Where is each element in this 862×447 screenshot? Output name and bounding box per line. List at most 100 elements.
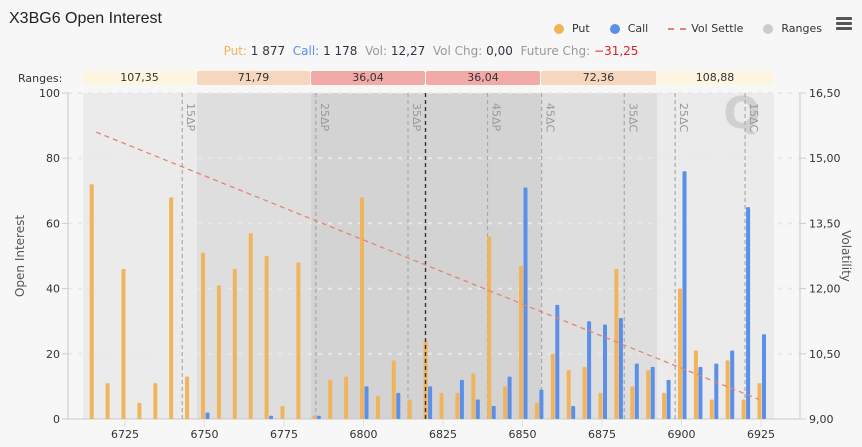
call-bar: [507, 376, 512, 419]
put-bar: [153, 383, 158, 419]
call-bar: [650, 366, 655, 419]
x-tick-label: 6800: [350, 428, 378, 441]
y-tick-label: 60: [46, 217, 60, 230]
delta-marker-label: 35ΔP: [410, 103, 423, 132]
x-tick-label: 6775: [270, 428, 298, 441]
call-bar: [475, 399, 480, 419]
x-tick-label: 6850: [509, 428, 537, 441]
call-bar: [618, 317, 623, 419]
put-bar: [312, 415, 317, 419]
put-bar: [375, 396, 380, 419]
call-bar: [428, 386, 433, 419]
y-tick-label: 0: [53, 413, 60, 426]
legend-item-call[interactable]: Call: [609, 22, 648, 35]
legend-item-vol-settle[interactable]: Vol Settle: [668, 22, 743, 35]
put-bar: [248, 233, 253, 419]
put-bar: [121, 269, 126, 419]
call-bar: [587, 321, 592, 419]
put-bar: [264, 256, 269, 419]
call-bar: [459, 379, 464, 419]
put-value: 1 877: [250, 44, 286, 58]
range-cell: 36,04: [426, 71, 540, 85]
put-bar: [566, 370, 571, 419]
range-cell: 72,36: [541, 71, 656, 85]
y-tick-label: 80: [46, 152, 60, 165]
delta-marker-label: 25ΔP: [318, 103, 331, 132]
y-tick-label: 100: [39, 87, 60, 100]
put-bar: [296, 262, 301, 419]
put-bar: [709, 399, 714, 419]
range-band: [311, 93, 426, 419]
put-bar: [519, 265, 523, 419]
put-bar: [391, 360, 396, 419]
y2-tick-label: 16,50: [809, 87, 841, 100]
vol-label: Vol:: [365, 44, 388, 58]
put-bar: [280, 405, 285, 419]
call-bar: [316, 415, 321, 419]
y2-axis-title: Volatility: [839, 230, 853, 282]
hamburger-menu-icon[interactable]: [836, 17, 852, 31]
call-label: Call:: [292, 44, 320, 58]
put-bar: [360, 197, 364, 419]
call-bar: [364, 386, 369, 419]
put-bar: [598, 392, 603, 419]
put-bar: [455, 392, 460, 419]
put-label: Put:: [223, 44, 247, 58]
y-tick-label: 20: [46, 348, 60, 361]
call-bar: [762, 334, 766, 419]
y-axis-title: Open Interest: [13, 215, 27, 297]
call-bar: [698, 366, 703, 419]
put-bar: [550, 353, 555, 419]
call-dot-icon: [609, 23, 620, 34]
put-bar: [757, 383, 762, 419]
range-cell: 36,04: [311, 71, 425, 85]
delta-marker-label: 15ΔC: [747, 103, 760, 133]
chart-title: X3BG6 Open Interest: [9, 10, 162, 27]
put-bar: [344, 376, 349, 419]
put-bar: [662, 392, 667, 419]
vol-chg-label: Vol Chg:: [432, 44, 483, 58]
call-bar: [269, 415, 274, 419]
call-bar: [682, 171, 687, 419]
put-bar: [328, 379, 333, 419]
call-bar: [666, 379, 671, 419]
put-bar: [105, 383, 110, 419]
put-bar: [185, 376, 190, 419]
legend-label: Vol Settle: [691, 22, 744, 35]
ranges-dot-icon: [763, 23, 774, 34]
y2-tick-label: 10,50: [809, 348, 841, 361]
put-bar: [487, 236, 492, 419]
legend-label: Ranges: [781, 22, 822, 35]
put-bar: [407, 399, 412, 419]
legend-item-ranges[interactable]: Ranges: [763, 22, 822, 35]
put-bar: [423, 340, 428, 419]
call-bar: [714, 363, 719, 419]
y2-tick-label: 9,00: [809, 413, 834, 426]
vol-chg-value: 0,00: [486, 44, 513, 58]
put-bar: [137, 402, 142, 419]
call-bar: [730, 350, 735, 419]
ranges-label: Ranges:: [18, 72, 63, 85]
range-cell: 107,35: [83, 71, 196, 85]
call-bar: [491, 405, 496, 419]
delta-marker-label: 35ΔC: [626, 103, 639, 133]
call-bar: [396, 392, 401, 419]
chart-legend: Put Call Vol Settle Ranges: [534, 22, 822, 35]
call-value: 1 178: [323, 44, 358, 58]
put-bar: [693, 350, 698, 419]
vol-settle-line: [95, 131, 760, 401]
call-bar: [539, 389, 544, 419]
y2-tick-label: 13,50: [809, 217, 841, 230]
put-dot-icon: [553, 23, 564, 34]
put-bar: [471, 373, 476, 419]
put-bar: [503, 386, 508, 419]
y2-tick-label: 15,00: [809, 152, 841, 165]
x-tick-label: 6750: [191, 428, 219, 441]
put-bar: [232, 269, 237, 419]
legend-item-put[interactable]: Put: [553, 22, 590, 35]
x-tick-label: 6725: [111, 428, 139, 441]
put-bar: [89, 184, 94, 419]
call-bar: [634, 363, 639, 419]
put-bar: [630, 386, 635, 419]
